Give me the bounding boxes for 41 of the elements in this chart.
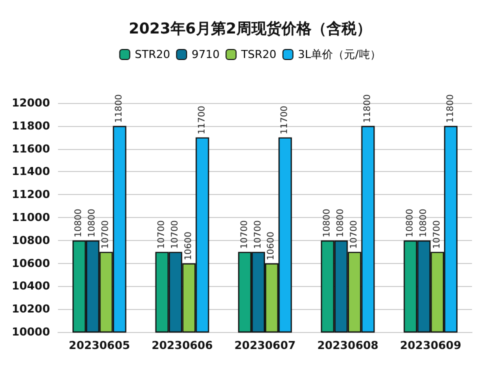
y-tick-label: 12000 bbox=[12, 96, 50, 110]
data-label: 10800 bbox=[74, 208, 84, 238]
data-label: 11800 bbox=[362, 94, 373, 123]
data-label: 11800 bbox=[114, 94, 125, 123]
chart-title: 2023年6月第2周现货价格（含税） bbox=[128, 20, 372, 38]
data-label: 11700 bbox=[197, 105, 208, 134]
y-tick-label: 10600 bbox=[12, 256, 50, 270]
data-label: 10700 bbox=[157, 220, 168, 249]
data-label: 10800 bbox=[88, 208, 98, 238]
data-label: 10800 bbox=[418, 208, 429, 238]
data-label: 10700 bbox=[350, 220, 360, 249]
data-label: 10800 bbox=[336, 208, 346, 238]
data-label: 11700 bbox=[280, 105, 290, 134]
data-label: 10800 bbox=[405, 208, 416, 238]
y-tick-label: 11000 bbox=[12, 211, 50, 224]
y-tick-label: 10000 bbox=[12, 326, 50, 338]
y-tick-label: 10200 bbox=[12, 302, 50, 316]
x-tick-label: 20230608 bbox=[317, 339, 378, 352]
y-tick-label: 11400 bbox=[12, 165, 50, 178]
y-tick-label: 11600 bbox=[12, 142, 50, 156]
y-tick-label: 11800 bbox=[12, 119, 50, 132]
legend-label: 3L单价（元/吨） bbox=[298, 48, 381, 61]
data-label: 10600 bbox=[184, 231, 194, 260]
data-label: 10700 bbox=[170, 220, 180, 249]
x-tick-label: 20230609 bbox=[400, 339, 462, 352]
data-label: 10600 bbox=[266, 231, 277, 260]
data-label: 10700 bbox=[240, 220, 250, 249]
x-tick-label: 20230607 bbox=[234, 339, 296, 352]
data-label: 10700 bbox=[432, 220, 442, 249]
data-label: 10800 bbox=[322, 208, 333, 238]
y-tick-label: 10400 bbox=[12, 280, 50, 293]
data-label: 10700 bbox=[101, 220, 112, 249]
y-tick-label: 10800 bbox=[12, 234, 50, 247]
data-label: 10700 bbox=[253, 220, 264, 249]
x-tick-label: 20230605 bbox=[68, 339, 130, 352]
y-tick-label: 11200 bbox=[12, 188, 50, 202]
legend-label: STR20 bbox=[134, 48, 170, 61]
legend-label: 9710 bbox=[192, 48, 220, 61]
legend-label: TSR20 bbox=[240, 48, 276, 61]
x-tick-label: 20230606 bbox=[152, 339, 214, 352]
data-label: 11800 bbox=[446, 94, 456, 123]
